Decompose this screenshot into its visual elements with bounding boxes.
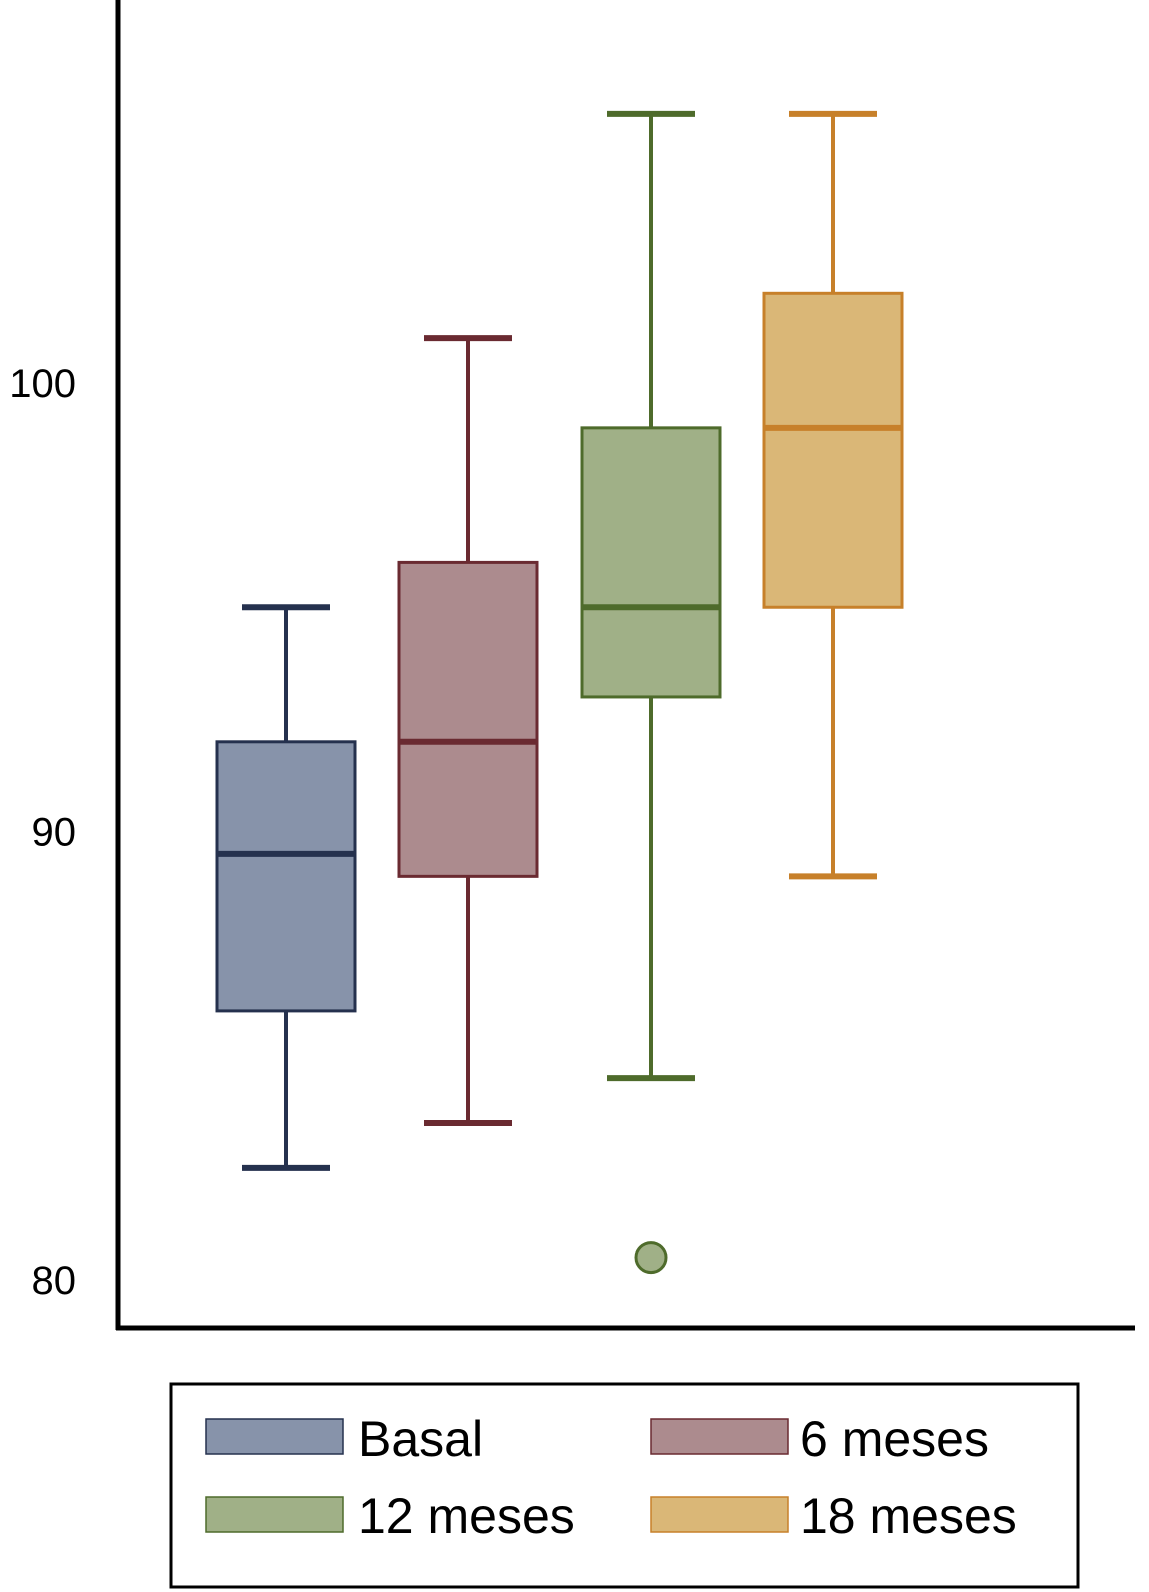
legend-swatch <box>205 1418 344 1455</box>
box-2 <box>397 335 539 1127</box>
iqr-box <box>580 426 722 699</box>
legend-frame <box>169 1382 1080 1589</box>
outlier-point <box>634 1241 668 1275</box>
iqr-box <box>397 560 539 878</box>
legend-entry-2: 6 meses <box>650 1411 989 1467</box>
box-4 <box>762 110 904 880</box>
iqr-box <box>762 291 904 609</box>
y-tick-label: 100 <box>9 362 76 406</box>
legend-swatch <box>650 1418 789 1455</box>
legend-label: 6 meses <box>800 1411 989 1467</box>
legend-label: 12 meses <box>358 1488 575 1544</box>
y-axis: 80 90 100 <box>9 0 1135 1331</box>
legend-label: 18 meses <box>800 1488 1017 1544</box>
y-tick-label: 80 <box>32 1259 77 1303</box>
legend-entry-4: 18 meses <box>650 1488 1017 1544</box>
iqr-box <box>215 740 357 1013</box>
y-tick-label: 90 <box>32 811 77 855</box>
box-series <box>215 110 904 1275</box>
legend: Basal 6 meses 12 meses 18 meses <box>169 1382 1080 1589</box>
legend-entry-3: 12 meses <box>205 1488 575 1544</box>
legend-label: Basal <box>358 1411 483 1467</box>
box-3 <box>580 110 722 1275</box>
legend-entry-1: Basal <box>205 1411 483 1467</box>
box-1 <box>215 604 357 1171</box>
legend-swatch <box>205 1496 344 1533</box>
legend-swatch <box>650 1496 789 1533</box>
